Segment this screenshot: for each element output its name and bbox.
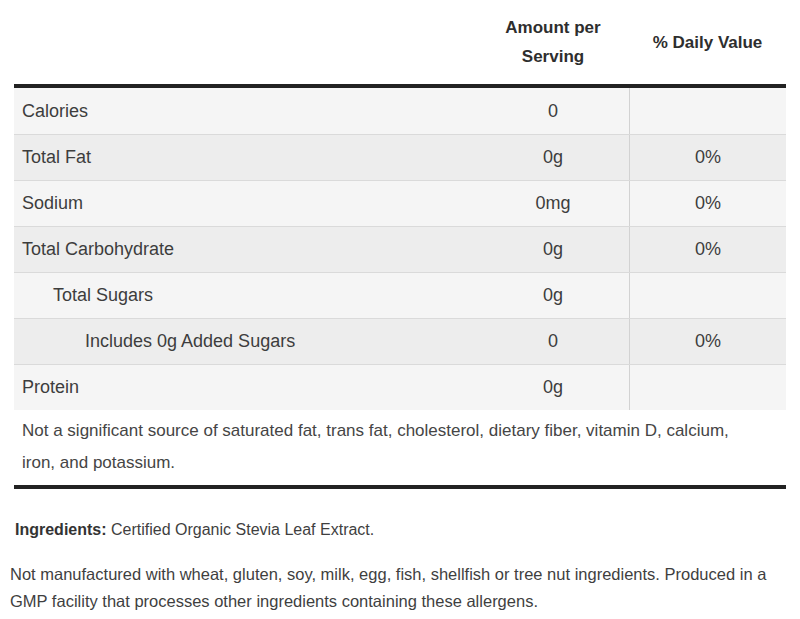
ingredients-statement: Ingredients: Certified Organic Stevia Le… (15, 519, 786, 541)
row-label: Total Sugars (14, 273, 477, 318)
row-daily-value (629, 88, 786, 134)
row-daily-value: 0% (629, 135, 786, 180)
ingredients-label: Ingredients: (15, 521, 107, 538)
table-row: Includes 0g Added Sugars 0 0% (14, 318, 786, 364)
row-daily-value (629, 365, 786, 410)
row-amount: 0g (477, 273, 629, 318)
row-label: Total Fat (14, 135, 477, 180)
row-label: Total Carbohydrate (14, 227, 477, 272)
nutrition-footnote: Not a significant source of saturated fa… (14, 410, 786, 489)
row-amount: 0g (477, 135, 629, 180)
table-row: Total Carbohydrate 0g 0% (14, 226, 786, 272)
row-label: Protein (14, 365, 477, 410)
row-amount: 0mg (477, 181, 629, 226)
allergen-statement: Not manufactured with wheat, gluten, soy… (10, 561, 794, 615)
row-amount: 0g (477, 365, 629, 410)
header-daily-value: % Daily Value (629, 28, 786, 57)
row-label: Calories (14, 88, 477, 134)
row-daily-value: 0% (629, 227, 786, 272)
row-daily-value: 0% (629, 181, 786, 226)
row-daily-value (629, 273, 786, 318)
nutrition-rows: Calories 0 Total Fat 0g 0% Sodium 0mg 0%… (14, 88, 786, 410)
header-amount-per-serving: Amount per Serving (477, 13, 629, 71)
table-row: Protein 0g (14, 364, 786, 410)
table-row: Calories 0 (14, 88, 786, 134)
row-amount: 0g (477, 227, 629, 272)
table-row: Total Sugars 0g (14, 272, 786, 318)
row-label: Includes 0g Added Sugars (14, 319, 477, 364)
table-row: Sodium 0mg 0% (14, 180, 786, 226)
row-label: Sodium (14, 181, 477, 226)
row-daily-value: 0% (629, 319, 786, 364)
row-amount: 0 (477, 88, 629, 134)
ingredients-text: Certified Organic Stevia Leaf Extract. (111, 521, 374, 538)
row-amount: 0 (477, 319, 629, 364)
nutrition-table-header: Amount per Serving % Daily Value (14, 0, 786, 88)
table-row: Total Fat 0g 0% (14, 134, 786, 180)
nutrition-facts-panel: Amount per Serving % Daily Value Calorie… (14, 0, 786, 489)
